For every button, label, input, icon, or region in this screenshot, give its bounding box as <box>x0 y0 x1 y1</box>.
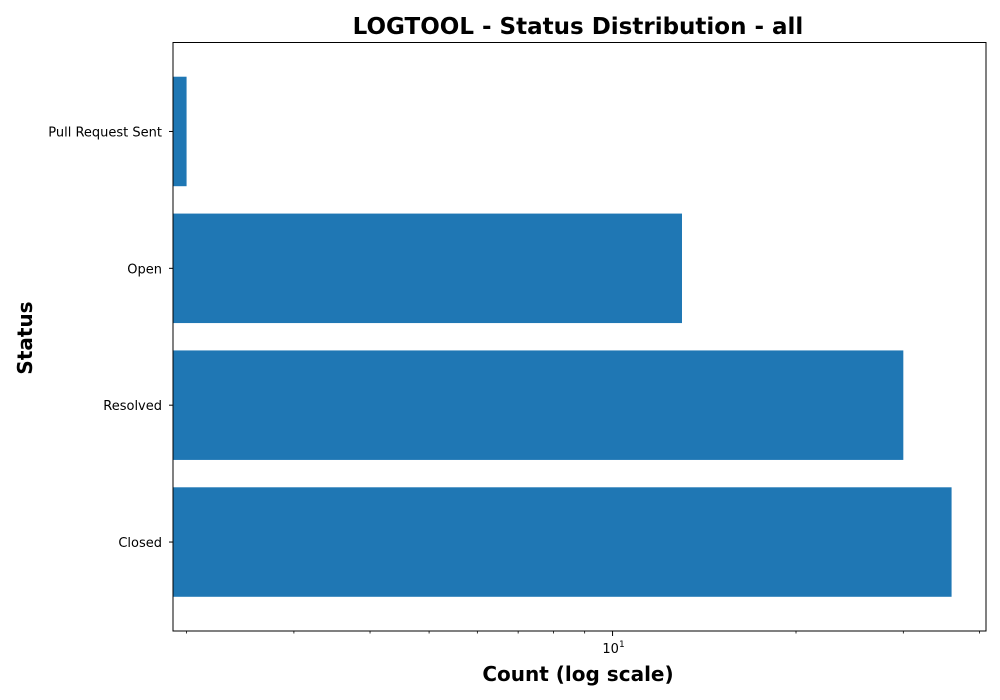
bar <box>173 487 952 597</box>
bars-layer <box>173 76 952 597</box>
x-axis-label: Count (log scale) <box>482 662 673 686</box>
y-axis-label: Status <box>13 301 37 374</box>
y-tick-label: Resolved <box>103 399 162 414</box>
y-tick-label: Pull Request Sent <box>48 125 162 140</box>
x-axis-ticks: 101 <box>186 631 980 657</box>
bar <box>173 350 904 460</box>
bar <box>173 76 187 187</box>
x-tick-label: 101 <box>602 640 624 657</box>
bar <box>173 213 682 324</box>
y-tick-label: Open <box>127 262 162 277</box>
chart-title: LOGTOOL - Status Distribution - all <box>353 14 804 40</box>
plot-frame <box>172 42 987 632</box>
y-tick-label: Closed <box>118 536 162 551</box>
y-axis-ticks: Pull Request Sent Open Resolved Closed <box>48 125 173 551</box>
